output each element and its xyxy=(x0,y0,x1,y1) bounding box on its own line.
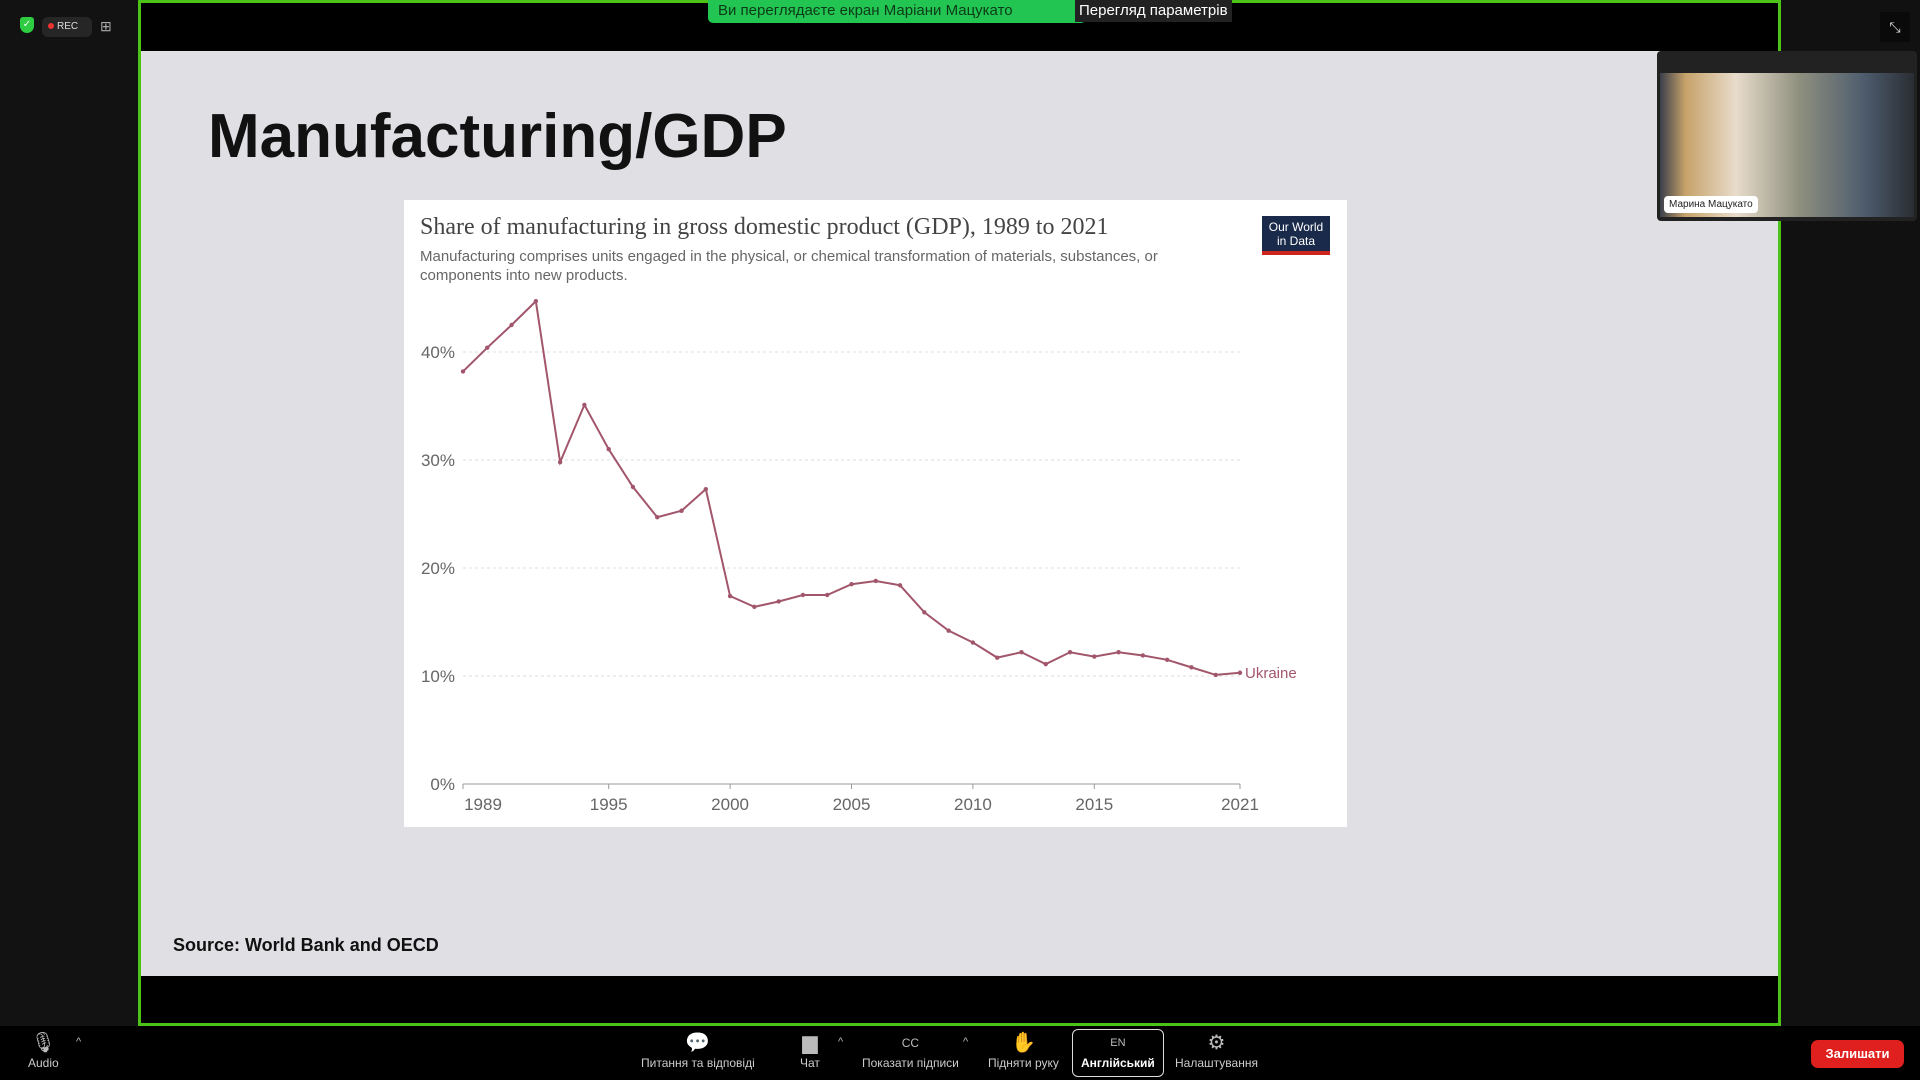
owid-logo: Our World in Data xyxy=(1262,216,1330,255)
settings-button[interactable]: ⚙ Налаштування xyxy=(1175,1030,1258,1070)
x-tick-label: 1995 xyxy=(590,795,628,814)
audio-options-caret[interactable]: ^ xyxy=(76,1036,82,1048)
chart-card: Share of manufacturing in gross domestic… xyxy=(404,200,1347,827)
data-point xyxy=(703,486,709,492)
meeting-toolbar: 🎙 Audio ^ 💬 Питання та відповіді ▆ Чат ^ CC… xyxy=(0,1026,1920,1080)
series-label: Ukraine xyxy=(1245,665,1297,682)
exit-fullscreen-icon[interactable]: ⤡ xyxy=(1880,12,1910,42)
chart-subtitle: Manufacturing comprises units engaged in… xyxy=(420,248,1158,284)
data-point xyxy=(460,369,466,374)
audio-label: Audio xyxy=(28,1056,59,1070)
data-point xyxy=(582,402,587,408)
settings-label: Налаштування xyxy=(1175,1056,1258,1070)
x-tick-label: 2021 xyxy=(1221,795,1259,814)
x-tick-label: 2015 xyxy=(1075,795,1113,814)
microphone-warning-icon: 🎙 xyxy=(30,1032,57,1054)
y-tick-label: 30% xyxy=(421,451,455,470)
qa-label: Питання та відповіді xyxy=(641,1056,755,1070)
qa-icon: 💬 xyxy=(685,1032,711,1054)
data-point xyxy=(1189,665,1194,670)
data-point xyxy=(1043,661,1048,667)
view-grid-icon[interactable]: ⊞ xyxy=(100,18,112,34)
data-point xyxy=(727,593,733,599)
data-point xyxy=(752,604,757,610)
data-point xyxy=(1140,653,1146,658)
captions-options-caret[interactable]: ^ xyxy=(963,1036,969,1048)
data-point xyxy=(1116,650,1121,655)
x-tick-label: 2010 xyxy=(954,795,992,814)
video-thumbnail[interactable]: Марина Мацукато xyxy=(1657,51,1917,221)
slide-title: Manufacturing/GDP xyxy=(208,102,787,171)
gear-icon: ⚙ xyxy=(1207,1032,1226,1054)
security-shield-icon[interactable]: ✓ xyxy=(20,17,34,33)
data-point xyxy=(655,515,660,520)
recording-indicator[interactable]: REC xyxy=(42,17,92,37)
data-point xyxy=(509,322,514,328)
data-point xyxy=(849,582,854,587)
data-point xyxy=(606,447,611,452)
data-point xyxy=(1213,672,1218,678)
chat-options-caret[interactable]: ^ xyxy=(838,1036,844,1048)
data-point xyxy=(557,459,563,465)
data-point xyxy=(1092,654,1097,659)
data-point xyxy=(1237,670,1243,675)
left-panel: ✓ REC ⊞ xyxy=(0,0,138,1026)
data-point xyxy=(1067,650,1073,655)
x-tick-label: 2000 xyxy=(711,795,749,814)
chat-label: Чат xyxy=(800,1056,820,1070)
captions-label: Показати підписи xyxy=(862,1056,959,1070)
qa-button[interactable]: 💬 Питання та відповіді xyxy=(641,1030,755,1070)
data-point xyxy=(970,640,976,645)
data-point xyxy=(897,583,903,588)
data-point xyxy=(1019,650,1024,655)
data-point xyxy=(679,508,684,513)
chat-button[interactable]: ▆ Чат xyxy=(800,1030,820,1070)
data-point xyxy=(946,628,951,633)
captions-button[interactable]: CC Показати підписи xyxy=(862,1030,959,1070)
chat-icon: ▆ xyxy=(802,1032,818,1054)
data-point xyxy=(825,592,830,598)
screen-share-banner: Ви переглядаєте екран Маріани Мацукато xyxy=(708,0,1086,23)
language-button[interactable]: EN Англійський xyxy=(1072,1029,1164,1077)
data-point xyxy=(873,578,878,584)
hand-icon: ✋ xyxy=(1010,1032,1036,1054)
x-tick-label: 1989 xyxy=(464,795,502,814)
raise-hand-label: Підняти руку xyxy=(988,1056,1059,1070)
globe-icon: EN xyxy=(1110,1037,1126,1049)
y-tick-label: 0% xyxy=(430,775,455,794)
language-label: Англійський xyxy=(1081,1056,1155,1070)
data-point xyxy=(533,299,539,304)
chart-title: Share of manufacturing in gross domestic… xyxy=(420,214,1109,240)
cc-icon: CC xyxy=(901,1036,920,1050)
data-point xyxy=(800,592,806,598)
data-point xyxy=(994,655,1000,660)
slide-source: Source: World Bank and OECD xyxy=(173,935,439,955)
presentation-slide: Manufacturing/GDP Share of manufacturing… xyxy=(141,51,1778,976)
y-tick-label: 20% xyxy=(421,559,455,578)
rec-label: REC xyxy=(57,21,79,32)
x-tick-label: 2005 xyxy=(833,795,871,814)
view-options-button[interactable]: Перегляд параметрів xyxy=(1075,0,1232,22)
data-point xyxy=(776,599,781,604)
leave-button[interactable]: Залишати xyxy=(1811,1040,1904,1068)
raise-hand-button[interactable]: ✋ Підняти руку xyxy=(988,1030,1059,1070)
line-chart: 0% 10% 20% 30% 40% 1989 1995 2000 2005 2010 2015 20… xyxy=(421,299,1297,814)
data-point xyxy=(1164,657,1170,662)
data-point xyxy=(630,484,636,490)
series-line-ukraine xyxy=(462,299,1241,676)
data-point xyxy=(485,345,490,350)
y-tick-label: 10% xyxy=(421,667,455,686)
data-point xyxy=(922,610,927,615)
audio-button[interactable]: 🎙 Audio xyxy=(28,1030,59,1070)
viewing-text: Ви переглядаєте екран Маріани Мацукато xyxy=(718,2,1013,19)
y-tick-label: 40% xyxy=(421,343,455,362)
participant-name: Марина Мацукато xyxy=(1664,196,1758,213)
participant-video: Марина Мацукато xyxy=(1660,73,1914,217)
rec-dot-icon xyxy=(48,23,54,29)
